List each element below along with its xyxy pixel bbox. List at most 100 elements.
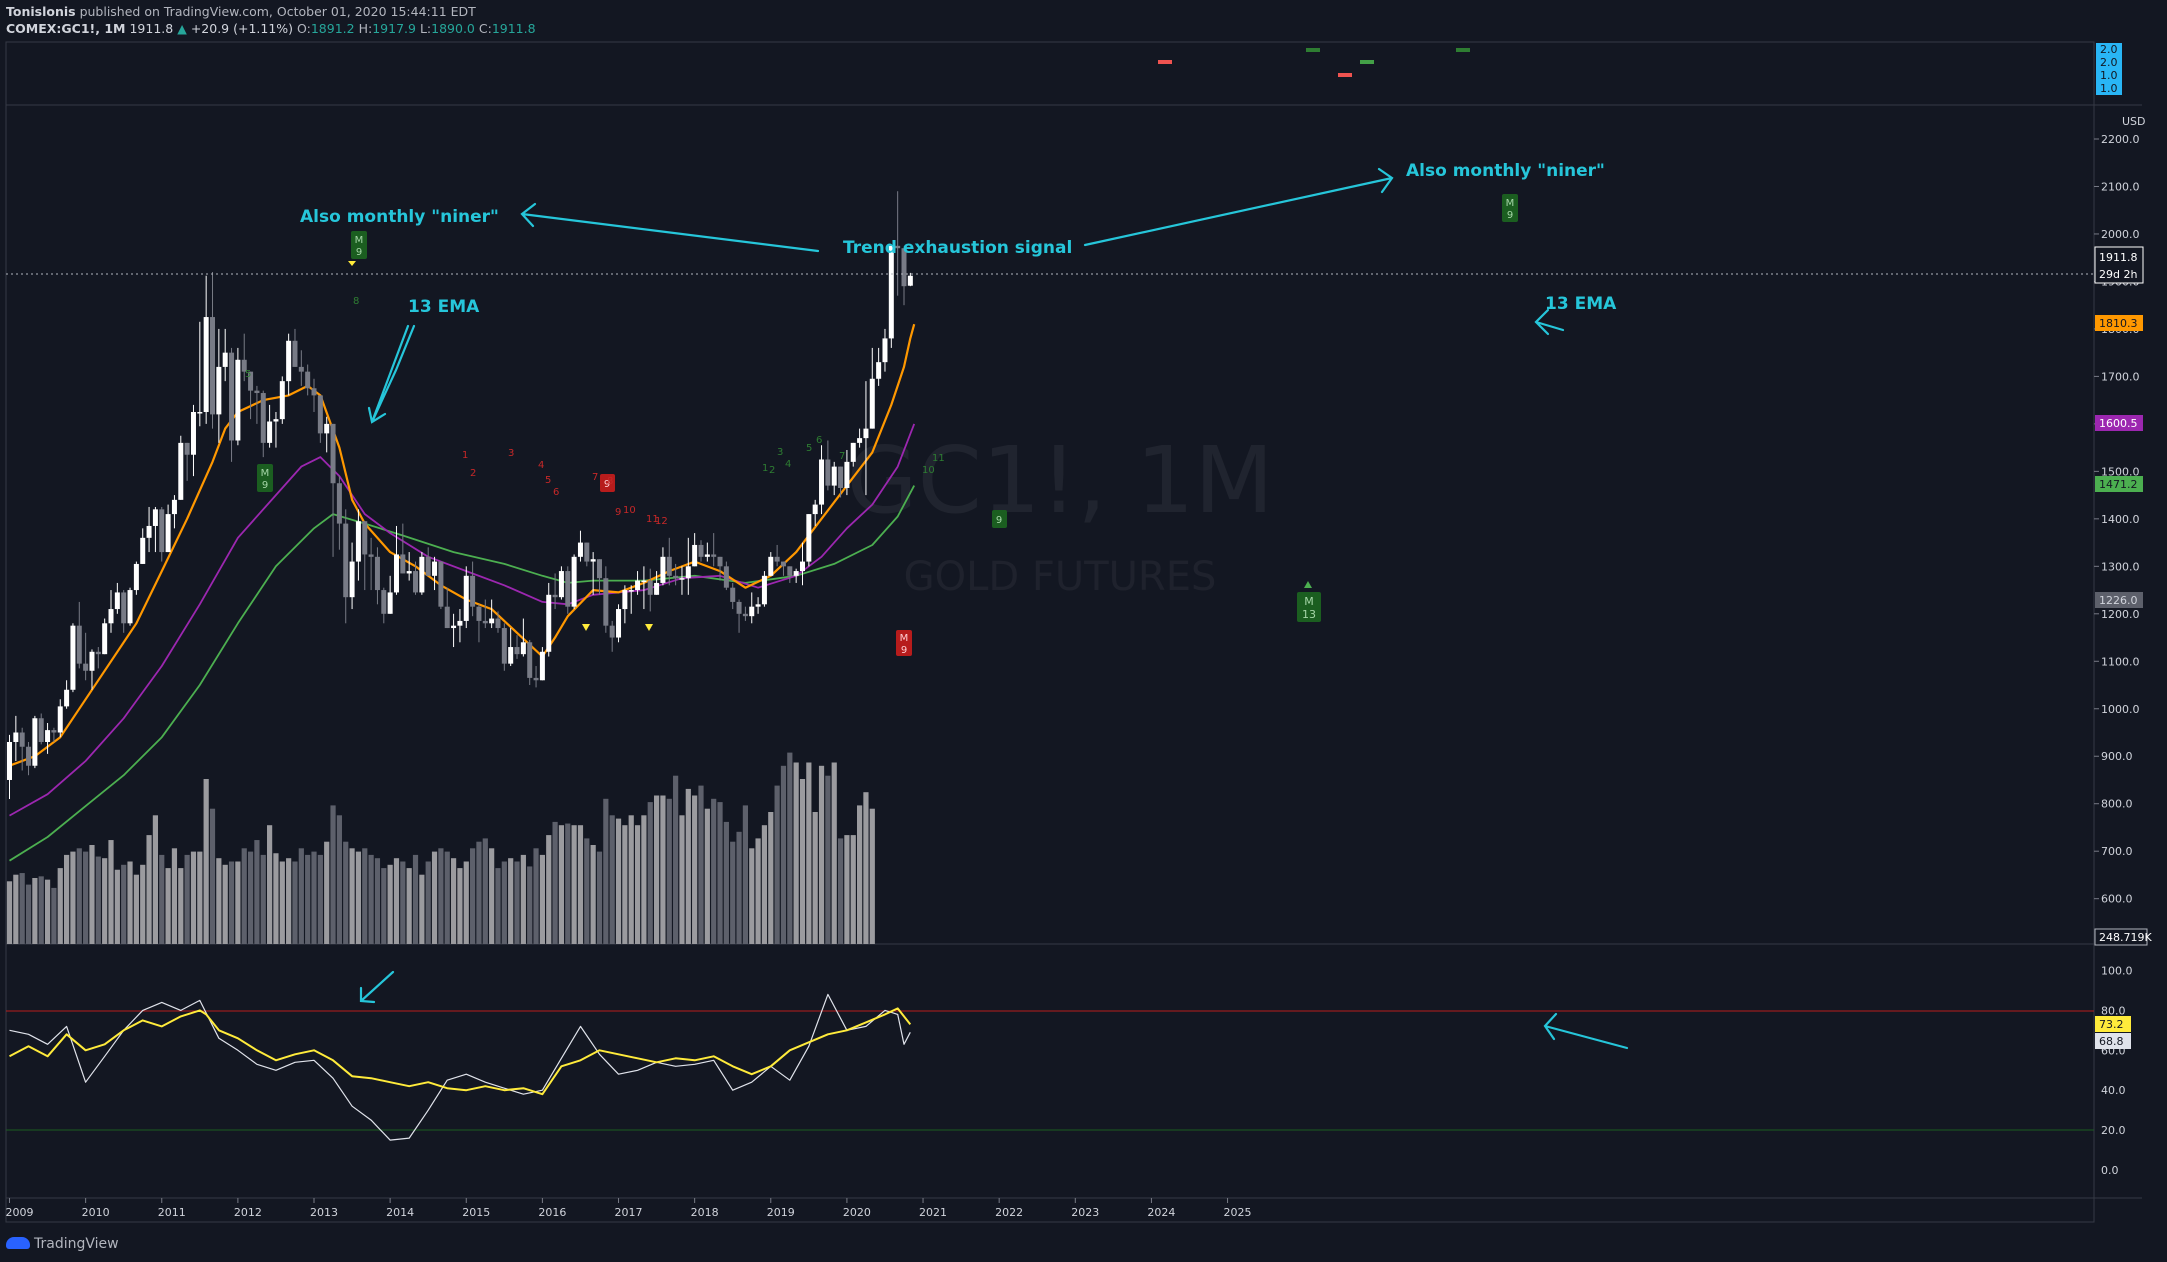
- m13-box: [1297, 592, 1321, 622]
- price-tick-label: 1500.0: [2101, 465, 2140, 478]
- top-axis-box-1: [2096, 43, 2122, 56]
- candle-body: [146, 525, 152, 538]
- candle-body: [907, 275, 913, 286]
- candle-body: [838, 466, 844, 488]
- candle-body: [685, 566, 691, 579]
- volume-bar: [717, 802, 723, 944]
- candle-body: [203, 317, 209, 413]
- annotation-trend-exhaustion[interactable]: Trend exhaustion signal: [843, 238, 1072, 258]
- time-tick-label: 2020: [843, 1206, 871, 1219]
- time-axis[interactable]: 2009 2010 2011 2012 2013 2014 2015 2016 2017 2018…: [6, 1198, 1252, 1219]
- close-value: 1911.8: [491, 21, 536, 36]
- volume-bar: [660, 795, 666, 944]
- candle-body: [108, 609, 114, 624]
- candle-body: [628, 590, 634, 592]
- candle-body: [577, 542, 583, 557]
- candle-body: [812, 504, 818, 515]
- candle-body: [787, 566, 793, 576]
- volume-bar: [247, 851, 254, 944]
- annotation-ema-right[interactable]: 13 EMA: [1545, 294, 1617, 314]
- candle-body: [190, 412, 196, 455]
- annotation-ema-left[interactable]: 13 EMA: [408, 297, 480, 317]
- annotation-niner-right[interactable]: Also monthly "niner": [1406, 161, 1605, 181]
- price-tick-label: 1000.0: [2101, 703, 2140, 716]
- candle-body: [343, 523, 349, 598]
- arrow-niner-left-icon: [520, 202, 820, 253]
- candle-body: [819, 459, 825, 505]
- ema-purple-label: 1600.5: [2099, 417, 2138, 430]
- close-label: C:: [478, 21, 492, 36]
- price-tick-label: 800.0: [2101, 798, 2133, 811]
- time-tick-label: 2025: [1224, 1206, 1252, 1219]
- candle-body: [476, 606, 482, 621]
- candle-body: [127, 590, 133, 624]
- triangle-2018-icon: [1304, 581, 1312, 588]
- volume-bar: [571, 825, 577, 944]
- td-count-green: 7: [839, 451, 845, 462]
- top-axis-box-2: [2096, 56, 2122, 69]
- time-tick-label: 2024: [1147, 1206, 1175, 1219]
- volume-bar: [666, 798, 672, 944]
- candle-body: [660, 556, 666, 583]
- time-tick-label: 2013: [310, 1206, 338, 1219]
- annotation-niner-left[interactable]: Also monthly "niner": [300, 207, 499, 227]
- rsi-tick-label: 100.0: [2101, 965, 2133, 978]
- time-tick-label: 2017: [615, 1206, 643, 1219]
- m9-2020-n: 9: [1507, 210, 1513, 221]
- m9-2011-box: [351, 231, 367, 259]
- last-price: 1911.8: [129, 21, 174, 36]
- rsi-axis[interactable]: 100.080.060.040.020.00.0: [2101, 965, 2133, 1178]
- price-tick-label: 900.0: [2101, 750, 2133, 763]
- last-price-label: 1911.8: [2099, 251, 2138, 264]
- volume-bar: [292, 861, 298, 944]
- volume-bar: [95, 856, 101, 944]
- candle-body: [742, 613, 748, 617]
- triangle-2013-icon: [582, 624, 590, 631]
- candle-body: [527, 642, 533, 678]
- volume-bar: [343, 841, 349, 944]
- td-count-red: 11: [646, 514, 659, 525]
- brand-label: TradingView: [34, 1236, 119, 1252]
- candle-body: [70, 625, 76, 690]
- tradingview-logo[interactable]: TradingView: [6, 1236, 119, 1252]
- candle-body: [831, 466, 837, 486]
- price-tick-label: 1300.0: [2101, 560, 2140, 573]
- volume-bar: [89, 845, 95, 944]
- rsi-tick-label: 80.0: [2101, 1004, 2126, 1017]
- candle-body: [159, 509, 165, 553]
- candle-body: [406, 571, 412, 574]
- volume-bar: [546, 835, 552, 944]
- red-m9-marker: M 9: [896, 630, 912, 656]
- annotations[interactable]: Also monthly "niner" Also monthly "niner…: [300, 161, 1629, 1050]
- volume-bar: [520, 854, 526, 944]
- candle-body: [248, 371, 254, 391]
- volume-bar: [780, 765, 787, 944]
- red-9-text: 9: [604, 479, 610, 490]
- td-count-green: 8: [353, 296, 359, 307]
- symbol-label[interactable]: COMEX:GC1!, 1M: [6, 21, 126, 36]
- high-label: H:: [358, 21, 373, 36]
- volume-bar: [850, 835, 856, 944]
- volume-bar: [723, 821, 729, 944]
- candle-body: [800, 561, 805, 572]
- candle-body: [584, 542, 590, 562]
- volume-bar: [533, 848, 539, 944]
- top-indicator-pane: 2.0 2.0 1.0 1.0: [1158, 43, 2122, 95]
- candle-body: [374, 556, 380, 591]
- time-tick-label: 2015: [462, 1206, 490, 1219]
- volume-bar: [736, 831, 742, 944]
- volume-bar: [228, 861, 235, 944]
- td-markers: M 9 M 9 M 9 M 13 9 M 9 9: [245, 194, 1518, 656]
- watermark-symbol: GC1!, 1M: [846, 427, 1273, 534]
- candle-body: [698, 544, 704, 557]
- candle-body: [723, 566, 729, 588]
- price-axis[interactable]: USD 2200.02100.02000.01900.01800.01700.0…: [2094, 115, 2146, 906]
- candle-body: [292, 340, 298, 367]
- candle-body: [286, 340, 292, 382]
- author-name[interactable]: Tonislonis: [6, 4, 76, 19]
- candle-body: [95, 651, 101, 655]
- volume-bar: [203, 779, 209, 944]
- volume-bar: [495, 868, 501, 944]
- volume-bar: [609, 815, 615, 944]
